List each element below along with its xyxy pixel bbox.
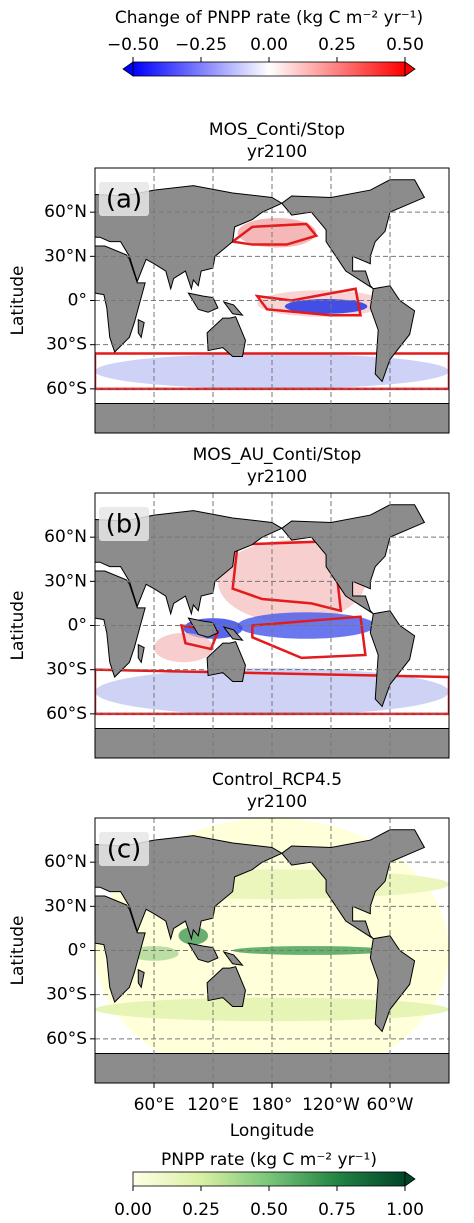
y-tick-label: 30°S [46, 335, 87, 355]
land [137, 643, 145, 664]
land [206, 641, 246, 682]
y-tick-label: 60°S [46, 379, 87, 399]
land [137, 318, 145, 339]
colorbar-tick-label: −0.50 [107, 35, 159, 55]
contour [251, 615, 367, 660]
x-tick-label: 60°E [134, 1095, 175, 1115]
x-tick-label: 180° [252, 1095, 293, 1115]
land [369, 610, 416, 708]
colorbar-tick-label: 1.00 [386, 1200, 424, 1220]
land [369, 935, 416, 1033]
y-axis-label: Latitude [8, 266, 28, 336]
panel-subtitle: yr2100 [247, 467, 307, 487]
field [95, 997, 449, 1022]
colorbar [132, 61, 406, 77]
x-axis-label: Longitude [230, 1121, 315, 1141]
y-tick-label: 30°N [44, 571, 87, 591]
colorbar-extend [404, 1171, 416, 1187]
y-tick-label: 30°N [44, 246, 87, 266]
colorbar-tick-label: 0.75 [318, 1200, 356, 1220]
x-tick-label: 120°W [302, 1095, 360, 1115]
land [281, 179, 426, 290]
panel-label: (c) [107, 835, 142, 865]
land [95, 570, 146, 678]
colorbar-tick-label: −0.25 [175, 35, 227, 55]
y-tick-label: 0° [68, 616, 87, 636]
colorbar-tick-label: 0.25 [318, 35, 356, 55]
y-tick-label: 0° [68, 291, 87, 311]
land [187, 942, 219, 963]
panel-subtitle: yr2100 [247, 142, 307, 162]
panel-label: (a) [106, 185, 142, 215]
contour [229, 222, 319, 246]
field [95, 668, 449, 716]
panel-label-box [99, 182, 149, 216]
land [137, 968, 145, 989]
y-tick-label: 60°N [44, 202, 87, 222]
colorbar-title: Change of PNPP rate (kg C m⁻² yr⁻¹) [115, 8, 423, 28]
land [222, 301, 244, 316]
colorbar-extend [122, 61, 134, 77]
colorbar-tick-label: 0.00 [114, 1200, 152, 1220]
land [187, 617, 219, 638]
colorbar [132, 1171, 406, 1187]
y-tick-label: 0° [68, 941, 87, 961]
y-tick-label: 60°N [44, 852, 87, 872]
panel-subtitle: yr2100 [247, 792, 307, 812]
contour [95, 668, 449, 716]
panel-title: Control_RCP4.5 [212, 770, 342, 790]
colorbar-tick-label: 0.00 [250, 35, 288, 55]
land [95, 245, 146, 353]
land [187, 292, 219, 313]
field [284, 299, 368, 314]
y-axis-label: Latitude [8, 916, 28, 986]
land [222, 626, 244, 641]
frame [94, 492, 450, 759]
x-tick-label: 120°E [187, 1095, 239, 1115]
land [206, 316, 246, 357]
y-tick-label: 30°S [46, 985, 87, 1005]
y-tick-label: 60°S [46, 704, 87, 724]
panel-label-box [99, 832, 149, 866]
frame [94, 167, 450, 434]
colorbar-tick-label: 0.50 [386, 35, 424, 55]
y-tick-label: 30°N [44, 896, 87, 916]
y-tick-label: 30°S [46, 660, 87, 680]
y-axis-label: Latitude [8, 591, 28, 661]
panel-label-box [99, 507, 149, 541]
land [206, 966, 246, 1007]
panel-title: MOS_AU_Conti/Stop [193, 445, 362, 465]
land [281, 504, 426, 615]
y-tick-label: 60°N [44, 527, 87, 547]
field [178, 926, 209, 945]
colorbar-extend [404, 61, 416, 77]
field [129, 946, 179, 961]
x-tick-label: 60°W [367, 1095, 414, 1115]
colorbar-title: PNPP rate (kg C m⁻² yr⁻¹) [161, 1150, 377, 1170]
field [154, 632, 213, 663]
colorbar-tick-label: 0.50 [250, 1200, 288, 1220]
land [369, 285, 416, 383]
land [95, 895, 146, 1003]
panel-label: (b) [106, 510, 143, 540]
land [281, 829, 426, 940]
y-tick-label: 60°S [46, 1029, 87, 1049]
frame [94, 817, 450, 1084]
land [222, 951, 244, 966]
panel-title: MOS_Conti/Stop [209, 120, 345, 140]
colorbar-tick-label: 0.25 [182, 1200, 220, 1220]
